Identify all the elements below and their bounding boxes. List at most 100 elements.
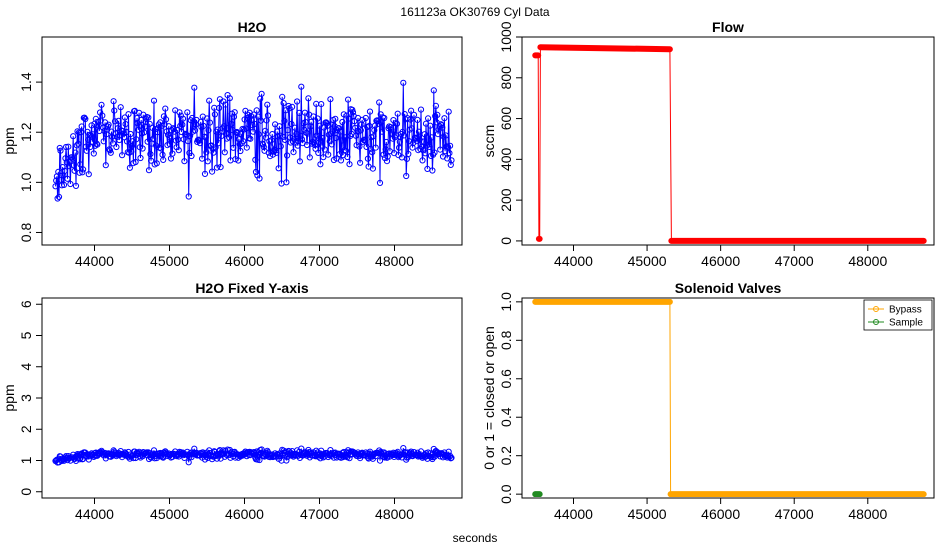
data-point — [410, 111, 418, 118]
data-point — [415, 128, 422, 135]
data-point — [116, 136, 123, 144]
data-point — [148, 157, 155, 164]
data-point — [297, 132, 304, 139]
data-point — [132, 158, 139, 166]
data-point — [296, 158, 303, 165]
y-tick-label: 1.2 — [18, 122, 34, 142]
data-point — [137, 154, 144, 162]
data-point — [357, 159, 364, 166]
data-point — [408, 107, 415, 114]
x-tick-label: 48000 — [375, 506, 414, 522]
data-point — [77, 161, 84, 168]
data-point — [134, 120, 141, 127]
data-point — [67, 180, 74, 188]
data-point — [109, 140, 117, 147]
data-point — [362, 114, 369, 122]
data-point — [314, 115, 321, 122]
data-point — [117, 104, 124, 111]
plot-area — [52, 445, 455, 466]
data-point — [162, 116, 170, 123]
data-point — [234, 129, 241, 137]
data-point — [129, 138, 136, 145]
data-point — [257, 117, 264, 124]
data-point — [428, 134, 435, 141]
data-point — [196, 137, 203, 144]
data-point — [291, 124, 298, 131]
data-point — [80, 166, 87, 173]
data-point — [147, 151, 154, 158]
data-point — [145, 167, 153, 174]
data-point — [192, 127, 199, 134]
data-point — [106, 146, 113, 153]
x-tick-label: 48000 — [848, 253, 887, 269]
x-tick-label: 45000 — [150, 506, 189, 522]
data-point — [321, 146, 328, 153]
data-point — [105, 121, 112, 128]
y-tick-label: 200 — [498, 188, 514, 212]
data-point — [356, 143, 363, 150]
data-point — [102, 162, 109, 169]
y-axis-label: 0 or 1 = closed or open — [481, 326, 497, 470]
data-run — [537, 44, 673, 53]
data-point — [340, 111, 347, 118]
data-point — [255, 113, 262, 120]
x-tick-label: 46000 — [701, 253, 740, 269]
data-point — [153, 160, 160, 167]
data-point — [283, 179, 290, 186]
data-point — [78, 123, 85, 130]
legend-box — [863, 299, 933, 331]
data-point — [372, 144, 379, 151]
data-point — [62, 155, 69, 162]
series-line — [535, 301, 924, 495]
data-point — [409, 144, 416, 151]
x-tick-label: 48000 — [848, 506, 887, 522]
data-point — [268, 137, 275, 144]
x-tick-label: 47000 — [775, 506, 814, 522]
data-point — [255, 131, 262, 138]
data-point — [442, 132, 449, 139]
data-point — [327, 96, 334, 103]
data-point — [371, 127, 378, 134]
data-point — [56, 144, 63, 152]
plot-frame — [41, 36, 463, 246]
legend-label: Bypass — [889, 305, 922, 316]
y-axis-label: ppm — [1, 127, 17, 154]
data-point — [240, 138, 247, 145]
data-point — [158, 145, 165, 152]
y-tick-label: 600 — [498, 107, 514, 131]
panel-title: Solenoid Valves — [675, 280, 782, 296]
data-point — [141, 129, 148, 136]
data-point — [54, 195, 61, 202]
data-point — [176, 109, 183, 116]
data-point — [362, 137, 369, 144]
data-point — [215, 140, 222, 147]
data-point — [332, 115, 339, 122]
data-point — [337, 157, 345, 164]
data-point — [166, 140, 173, 148]
y-tick-label: 3 — [18, 394, 34, 402]
data-point — [125, 111, 132, 118]
plot-frame — [521, 297, 935, 499]
data-point — [264, 112, 272, 119]
data-point — [126, 164, 133, 171]
data-point — [221, 149, 228, 156]
data-point — [339, 118, 346, 126]
y-tick-label: 0.2 — [498, 446, 514, 466]
data-point — [434, 131, 442, 138]
data-point — [98, 101, 105, 108]
data-point — [280, 100, 287, 107]
panel-title: Flow — [712, 19, 744, 35]
data-point — [192, 121, 199, 128]
data-point — [179, 121, 186, 128]
y-tick-label: 1.0 — [498, 292, 514, 312]
data-point — [400, 79, 407, 86]
data-point — [55, 193, 63, 200]
data-point — [323, 119, 330, 126]
data-point — [318, 142, 325, 149]
data-point — [99, 112, 106, 119]
data-point — [77, 129, 85, 136]
data-point — [230, 113, 238, 120]
data-point — [128, 148, 135, 155]
data-point — [325, 151, 332, 158]
x-tick-label: 44000 — [554, 253, 593, 269]
